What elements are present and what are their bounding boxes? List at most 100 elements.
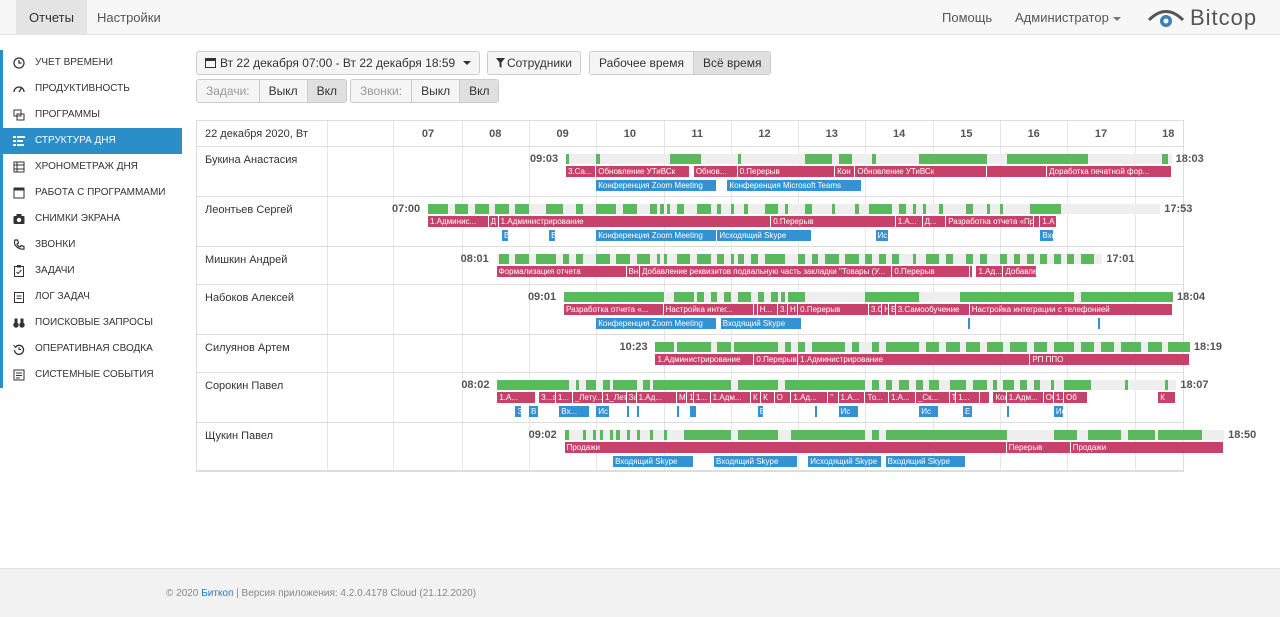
activity-segment[interactable] <box>892 254 900 264</box>
activity-segment[interactable] <box>596 154 600 164</box>
task-bar[interactable]: 1.Администрирование <box>655 354 754 365</box>
activity-segment[interactable] <box>1003 380 1014 390</box>
task-bar[interactable]: Продажи <box>1070 442 1224 453</box>
call-bar[interactable] <box>690 406 697 417</box>
task-bar[interactable]: 0.Перерыв <box>798 304 868 315</box>
activity-segment[interactable] <box>730 204 735 214</box>
call-bar[interactable] <box>1006 406 1010 417</box>
call-bar[interactable]: Конференция Zoom Meeting <box>596 318 717 329</box>
task-bar[interactable]: То <box>949 392 956 403</box>
activity-segment[interactable] <box>919 154 987 164</box>
activity-segment[interactable] <box>564 430 570 440</box>
task-bar[interactable]: Формализация отчета <box>496 266 626 277</box>
sidebar-item[interactable]: Структура дня <box>0 128 182 154</box>
activity-segment[interactable] <box>677 342 711 352</box>
task-bar[interactable]: 1... <box>687 392 693 403</box>
task-bar[interactable]: Обнов... <box>693 166 737 177</box>
date-range-picker[interactable]: Вт 22 декабря 07:00 - Вт 22 декабря 18:5… <box>196 51 480 75</box>
activity-segment[interactable] <box>838 154 852 164</box>
activity-segment[interactable] <box>966 254 974 264</box>
call-bar[interactable]: З <box>515 406 522 417</box>
activity-segment[interactable] <box>1050 380 1054 390</box>
activity-segment[interactable] <box>650 204 657 214</box>
activity-segment[interactable] <box>784 204 789 214</box>
task-bar[interactable]: 3.Самообучение <box>895 304 969 315</box>
activity-segment[interactable] <box>1168 342 1190 352</box>
activity-segment[interactable] <box>737 292 752 302</box>
sidebar-item[interactable]: Работа с программами <box>0 180 182 206</box>
calls-off-button[interactable]: Выкл <box>411 80 460 102</box>
task-bar[interactable]: 1.Ад... <box>636 392 676 403</box>
activity-segment[interactable] <box>993 380 997 390</box>
activity-segment[interactable] <box>737 430 778 440</box>
task-bar[interactable]: Разработка отчета «Пр... <box>946 216 1033 227</box>
sidebar-item[interactable]: Лог задач <box>0 284 182 310</box>
activity-segment[interactable] <box>576 254 583 264</box>
activity-segment[interactable] <box>1080 254 1095 264</box>
activity-segment[interactable] <box>973 380 987 390</box>
call-bar[interactable]: Исходящий Skype <box>808 456 882 467</box>
task-bar[interactable]: К <box>1158 392 1176 403</box>
activity-segment[interactable] <box>596 204 617 214</box>
activity-segment[interactable] <box>673 292 694 302</box>
call-bar[interactable] <box>677 406 680 417</box>
call-bar[interactable]: Конференция Microsoft Teams <box>727 180 862 191</box>
call-bar[interactable]: Ис <box>919 406 939 417</box>
call-bar[interactable] <box>967 318 970 329</box>
employees-button[interactable]: Сотрудники <box>487 51 581 75</box>
task-bar[interactable]: Обновление УТиВСк <box>596 166 690 177</box>
sidebar-item[interactable]: Системные события <box>0 362 182 388</box>
call-bar[interactable] <box>636 406 639 417</box>
activity-segment[interactable] <box>751 254 758 264</box>
activity-segment[interactable] <box>1164 380 1169 390</box>
activity-segment[interactable] <box>788 292 805 302</box>
activity-segment[interactable] <box>865 292 920 302</box>
activity-segment[interactable] <box>737 154 741 164</box>
activity-segment[interactable] <box>885 380 893 390</box>
activity-segment[interactable] <box>596 254 610 264</box>
activity-segment[interactable] <box>495 204 509 214</box>
activity-segment[interactable] <box>922 204 926 214</box>
activity-segment[interactable] <box>764 254 785 264</box>
activity-segment[interactable] <box>636 254 651 264</box>
activity-segment[interactable] <box>616 254 630 264</box>
activity-segment[interactable] <box>825 254 839 264</box>
activity-segment[interactable] <box>804 154 832 164</box>
task-bar[interactable]: Д <box>488 216 498 227</box>
call-bar[interactable]: Ис <box>838 406 858 417</box>
task-bar[interactable]: _Ск... <box>915 392 949 403</box>
work-time-button[interactable]: Рабочее время <box>590 52 693 74</box>
activity-segment[interactable] <box>865 254 873 264</box>
task-bar[interactable]: М <box>677 392 687 403</box>
task-bar[interactable]: 0.Перерыв <box>892 266 969 277</box>
task-bar[interactable] <box>969 266 973 277</box>
task-bar[interactable]: 3.Са... <box>565 166 596 177</box>
task-bar[interactable]: 1.А... <box>838 392 865 403</box>
task-bar[interactable]: Н... <box>757 304 777 315</box>
activity-segment[interactable] <box>1013 254 1021 264</box>
activity-segment[interactable] <box>1063 380 1091 390</box>
activity-segment[interactable] <box>868 204 893 214</box>
task-bar[interactable]: Б <box>889 304 895 315</box>
activity-segment[interactable] <box>798 254 805 264</box>
activity-segment[interactable] <box>1006 154 1088 164</box>
activity-segment[interactable] <box>1161 154 1169 164</box>
call-bar[interactable]: Ис <box>596 406 609 417</box>
sidebar-item[interactable]: Программы <box>0 102 182 128</box>
activity-segment[interactable] <box>697 154 701 164</box>
footer-brand-link[interactable]: Биткоп <box>201 588 234 599</box>
activity-segment[interactable] <box>1087 430 1122 440</box>
activity-segment[interactable] <box>1030 204 1061 214</box>
tasks-on-button[interactable]: Вкл <box>306 80 347 102</box>
user-menu[interactable]: Администратор <box>1015 0 1121 35</box>
activity-segment[interactable] <box>602 380 610 390</box>
activity-segment[interactable] <box>454 204 469 214</box>
task-bar[interactable]: 1.Адм... <box>1006 392 1043 403</box>
task-bar[interactable]: 1... <box>693 392 710 403</box>
call-bar[interactable]: Е <box>963 406 973 417</box>
activity-segment[interactable] <box>562 254 570 264</box>
activity-segment[interactable] <box>781 292 785 302</box>
task-bar[interactable]: 1.Ад... <box>976 266 1003 277</box>
task-bar[interactable]: Д... <box>922 216 946 227</box>
task-bar[interactable]: 1.А... <box>497 392 535 403</box>
